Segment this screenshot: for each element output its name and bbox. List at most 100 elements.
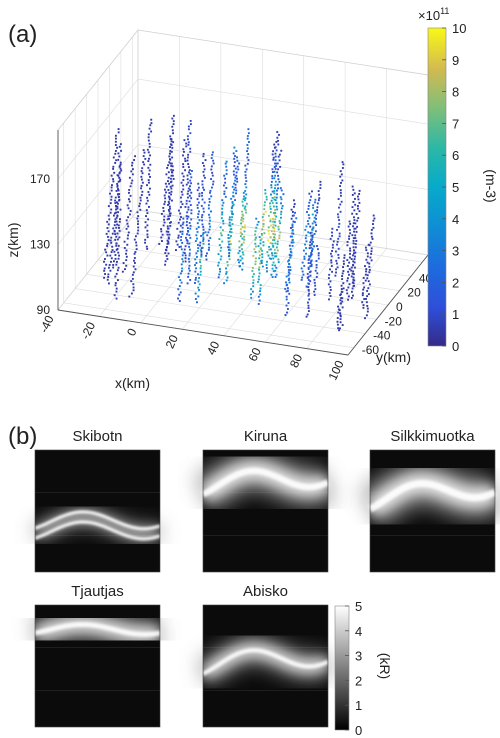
scatter-point [314, 198, 317, 201]
scatter-point [244, 174, 247, 177]
scatter-point [337, 213, 339, 216]
scatter-point [237, 252, 240, 255]
scatter-point [316, 206, 319, 209]
scatter-point [165, 173, 168, 176]
scatter-point [338, 219, 341, 221]
scatter-point [146, 212, 149, 215]
camera-image-kiruna: Kiruna [193, 428, 337, 573]
scatter-point [286, 308, 289, 310]
scatter-point [194, 270, 197, 273]
scatter-point [265, 195, 268, 198]
scatter-point [273, 227, 276, 230]
scatter-point [233, 157, 236, 160]
scatter-point [263, 208, 266, 211]
scatter-point [184, 205, 187, 208]
scatter-point [208, 222, 211, 225]
scatter-point [273, 230, 276, 233]
scatter-point [351, 194, 354, 196]
scatter-point [269, 208, 272, 210]
scatter-point [115, 189, 118, 192]
scatter-point [106, 242, 109, 245]
scatter-point [128, 176, 131, 179]
scatter-point [347, 298, 349, 301]
scatter-point [277, 155, 280, 158]
scatter-point [267, 254, 270, 257]
scatter-point [257, 245, 260, 248]
scatter-point [125, 264, 128, 267]
scatter-point [201, 191, 204, 194]
scatter-point [107, 275, 110, 278]
scatter-point [164, 263, 167, 266]
scatter-point [338, 206, 340, 209]
scatter-point [189, 179, 192, 182]
scatter-point [149, 163, 152, 166]
scatter-point [109, 211, 112, 214]
scatter-point [165, 230, 168, 233]
scatter-point [217, 261, 220, 264]
scatter-point [177, 234, 180, 237]
scatter-point [118, 171, 121, 174]
scatter-point [288, 244, 291, 247]
scatter-point [276, 131, 279, 133]
scatter-point [168, 233, 171, 236]
scatter-point [196, 301, 198, 304]
scatter-point [182, 217, 185, 220]
scatter-point [206, 234, 209, 237]
scatter-point [273, 196, 276, 199]
scatter-point [163, 221, 166, 224]
scatter-point [339, 318, 342, 321]
scatter-point [316, 209, 319, 212]
scatter-point [340, 173, 343, 176]
scatter-point [292, 232, 295, 235]
scatter-point [212, 159, 215, 162]
scatter-point [232, 152, 235, 155]
scatter-point [146, 148, 149, 151]
scatter-point [362, 282, 365, 285]
scatter-point [331, 234, 334, 237]
camera-image-skibotn: Skibotn [32, 428, 163, 573]
scatter-point [293, 205, 295, 208]
scatter-point [128, 200, 131, 203]
scatter-point [275, 246, 278, 249]
scatter-point [354, 237, 357, 240]
scatter-point [276, 183, 279, 186]
scatter-point [112, 227, 115, 230]
scatter-point [275, 196, 278, 199]
scatter-point [289, 248, 292, 251]
scatter-point [197, 186, 200, 189]
scatter-point [234, 183, 237, 186]
scatter-point [169, 146, 171, 149]
scatter-point [181, 203, 184, 206]
scatter-point [358, 201, 361, 204]
scatter-point [132, 289, 135, 292]
scatter-point [201, 246, 204, 249]
scatter-point [349, 247, 352, 250]
scatter-point [116, 214, 119, 217]
scatter-point [257, 295, 260, 298]
scatter-point [307, 282, 310, 285]
scatter-point [149, 124, 152, 127]
scatter-point [341, 306, 344, 309]
scatter-point [185, 142, 188, 145]
panel-a-label: (a) [8, 21, 37, 48]
scatter-point [160, 230, 163, 233]
scatter-point [262, 219, 265, 222]
scatter-point [190, 209, 193, 212]
scatter-point [341, 324, 344, 327]
scatter-point [261, 265, 264, 268]
scatter-point [319, 183, 322, 186]
scatter-point [301, 261, 304, 264]
scatter-point [202, 236, 205, 239]
scatter-point [187, 196, 189, 199]
scatter-point [204, 159, 207, 162]
scatter-point [208, 200, 211, 203]
scatter-point [188, 234, 191, 237]
scatter-point [271, 153, 274, 156]
colorbar-b-tick: 3 [355, 649, 362, 664]
scatter-point [195, 276, 197, 279]
scatter-point [311, 248, 314, 250]
scatter-point [347, 295, 350, 298]
scatter-point [304, 228, 307, 231]
scatter-point [278, 220, 281, 222]
